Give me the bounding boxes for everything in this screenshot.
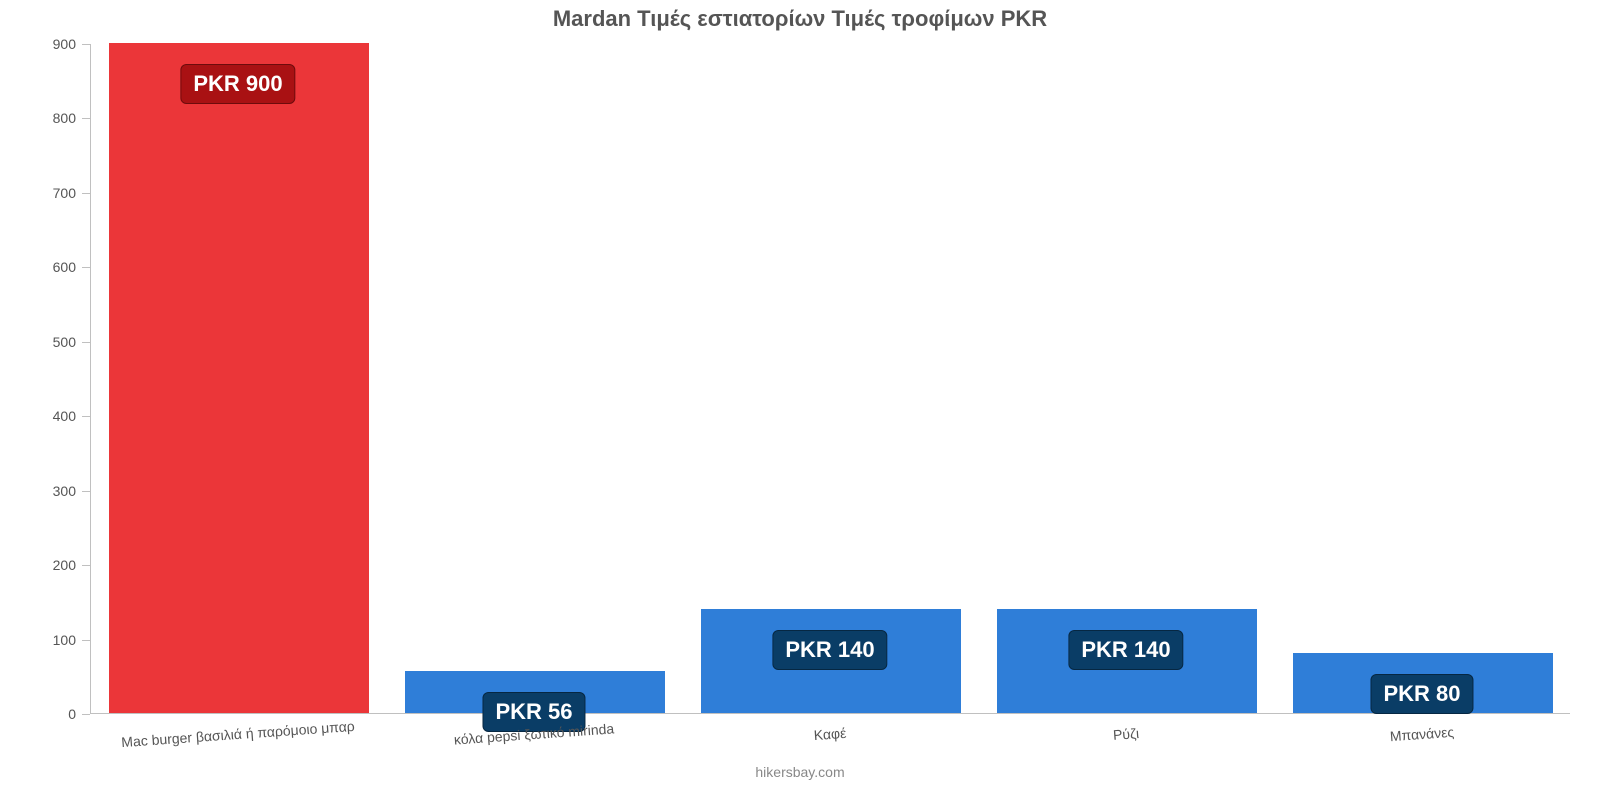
plot-area (90, 44, 1570, 714)
y-tick (82, 714, 90, 715)
chart-title: Mardan Τιμές εστιατορίων Τιμές τροφίμων … (0, 6, 1600, 32)
y-axis-label: 200 (0, 557, 76, 573)
bar (109, 43, 369, 713)
bar-value-label: PKR 140 (772, 630, 887, 670)
y-tick (82, 342, 90, 343)
x-axis-label: Καφέ (813, 725, 847, 743)
y-tick (82, 416, 90, 417)
bar-value-label: PKR 80 (1370, 674, 1473, 714)
y-axis-label: 700 (0, 185, 76, 201)
y-tick (82, 193, 90, 194)
y-axis-label: 500 (0, 334, 76, 350)
y-tick (82, 640, 90, 641)
bar-value-label: PKR 900 (180, 64, 295, 104)
x-axis-label: Ρύζι (1112, 725, 1139, 743)
y-axis-label: 0 (0, 706, 76, 722)
y-axis-label: 900 (0, 36, 76, 52)
y-tick (82, 491, 90, 492)
chart-footer: hikersbay.com (0, 764, 1600, 780)
y-tick (82, 44, 90, 45)
x-axis-label: Mac burger βασιλιά ή παρόμοιο μπαρ (121, 718, 355, 750)
y-tick (82, 118, 90, 119)
bar-value-label: PKR 140 (1068, 630, 1183, 670)
x-axis-label: Μπανάνες (1389, 724, 1454, 744)
chart-container: Mardan Τιμές εστιατορίων Τιμές τροφίμων … (0, 0, 1600, 800)
y-axis-label: 400 (0, 408, 76, 424)
y-axis-label: 100 (0, 632, 76, 648)
y-axis-label: 800 (0, 110, 76, 126)
y-axis-label: 600 (0, 259, 76, 275)
y-axis-label: 300 (0, 483, 76, 499)
y-tick (82, 565, 90, 566)
y-tick (82, 267, 90, 268)
